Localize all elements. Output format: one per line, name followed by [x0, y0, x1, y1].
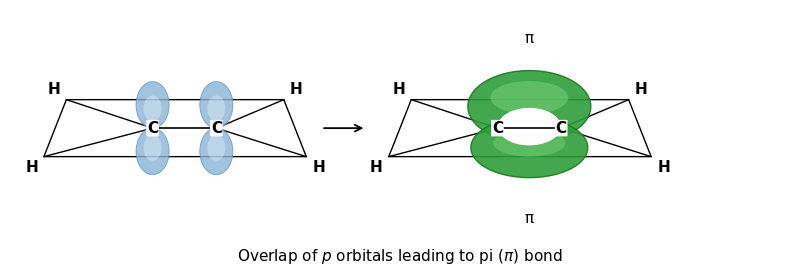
Text: H: H	[393, 82, 406, 97]
Polygon shape	[136, 128, 169, 175]
Text: π: π	[525, 211, 534, 226]
Text: Overlap of $\it{p}$ orbitals leading to pi ($\pi$) bond: Overlap of $\it{p}$ orbitals leading to …	[237, 247, 563, 266]
Polygon shape	[143, 96, 162, 121]
Polygon shape	[490, 81, 568, 114]
Text: C: C	[147, 121, 158, 136]
Polygon shape	[200, 128, 233, 175]
Text: π: π	[525, 31, 534, 46]
Polygon shape	[207, 135, 226, 161]
Polygon shape	[207, 96, 226, 121]
Text: H: H	[312, 160, 325, 175]
Polygon shape	[200, 82, 233, 128]
Polygon shape	[471, 118, 588, 178]
Text: C: C	[210, 121, 222, 136]
Text: C: C	[556, 121, 566, 136]
Text: H: H	[657, 160, 670, 175]
Text: H: H	[290, 82, 302, 97]
Text: H: H	[634, 82, 647, 97]
Text: C: C	[492, 121, 503, 136]
Text: H: H	[25, 160, 38, 175]
Text: H: H	[48, 82, 60, 97]
Polygon shape	[468, 70, 590, 143]
Polygon shape	[143, 135, 162, 161]
Polygon shape	[136, 82, 169, 128]
Polygon shape	[494, 130, 566, 157]
Text: H: H	[370, 160, 382, 175]
Polygon shape	[498, 108, 561, 145]
